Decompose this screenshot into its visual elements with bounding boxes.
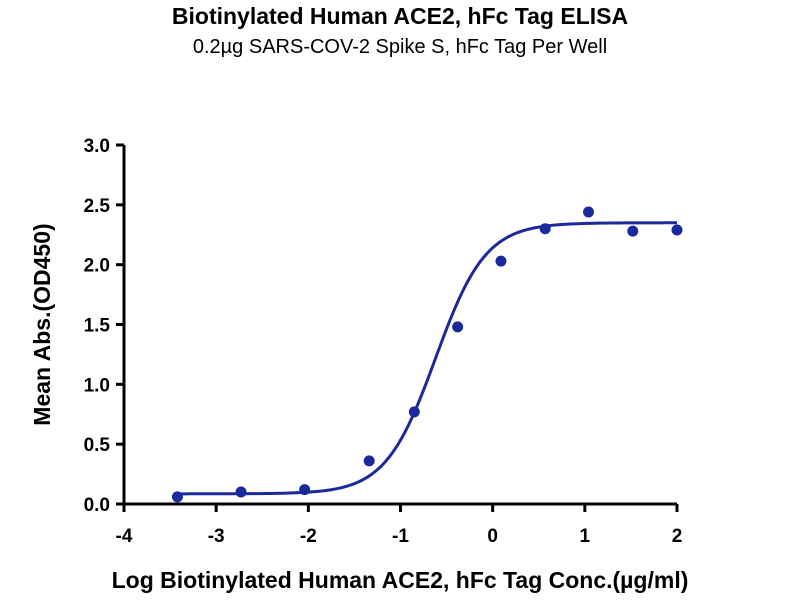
data-points — [171, 206, 683, 503]
data-point — [583, 206, 595, 218]
y-tick-label: 2.5 — [84, 196, 111, 217]
x-ticks: -4 -3 -2 -1 0 1 2 — [116, 504, 683, 547]
axes — [122, 145, 677, 506]
data-point — [363, 455, 375, 467]
chart-title: Biotinylated Human ACE2, hFc Tag ELISA — [171, 3, 629, 29]
y-tick-label: 1.0 — [84, 375, 110, 396]
data-point — [627, 225, 639, 237]
x-tick-label: 1 — [580, 526, 591, 547]
y-tick-label: 3.0 — [84, 136, 110, 157]
x-tick-label: -4 — [116, 526, 133, 547]
y-tick-label: 0.0 — [84, 495, 110, 516]
x-tick-label: 2 — [672, 526, 683, 547]
x-tick-label: -2 — [300, 526, 317, 547]
x-tick-label: 0 — [487, 526, 498, 547]
fit-curve-group — [177, 221, 677, 496]
data-point — [452, 321, 464, 333]
y-ticks: 0.0 0.5 1.0 1.5 2.0 2.5 3.0 — [84, 136, 124, 516]
fit-curve — [177, 221, 677, 496]
x-axis-label: Log Biotinylated Human ACE2, hFc Tag Con… — [112, 567, 689, 593]
y-tick-label: 0.5 — [84, 435, 111, 456]
data-point — [408, 406, 420, 418]
data-point — [171, 491, 183, 503]
x-tick-label: -3 — [208, 526, 225, 547]
y-tick-label: 2.0 — [84, 256, 110, 277]
chart-subtitle: 0.2µg SARS-COV-2 Spike S, hFc Tag Per We… — [192, 36, 608, 58]
y-tick-label: 1.5 — [84, 316, 111, 337]
data-point — [495, 255, 507, 267]
data-point — [235, 486, 247, 498]
data-point — [539, 223, 551, 235]
x-tick-label: -1 — [392, 526, 409, 547]
data-point — [299, 484, 311, 496]
data-point — [671, 224, 683, 236]
y-axis-label: Mean Abs.(OD450) — [29, 223, 55, 425]
